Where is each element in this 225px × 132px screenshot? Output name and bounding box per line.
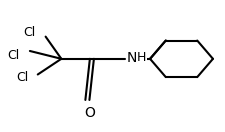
Text: Cl: Cl (16, 71, 29, 84)
Text: Cl: Cl (7, 49, 20, 62)
Text: H: H (136, 51, 146, 64)
Text: Cl: Cl (23, 25, 35, 39)
Text: O: O (84, 106, 94, 120)
Text: N: N (126, 51, 137, 65)
